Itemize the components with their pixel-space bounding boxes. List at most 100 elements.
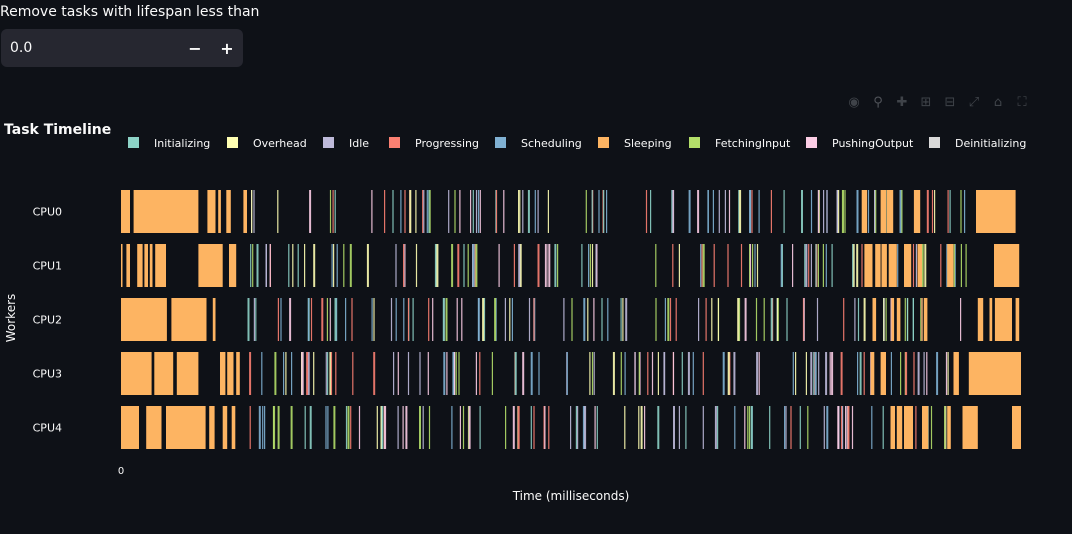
task-event-bar[interactable] bbox=[924, 244, 927, 287]
task-event-bar[interactable] bbox=[381, 406, 383, 449]
task-event-bar[interactable] bbox=[537, 244, 540, 287]
task-event-bar[interactable] bbox=[707, 190, 709, 233]
task-event-bar[interactable] bbox=[953, 244, 955, 287]
task-event-bar[interactable] bbox=[650, 190, 652, 233]
task-event-bar[interactable] bbox=[350, 406, 352, 449]
task-event-bar[interactable] bbox=[801, 190, 803, 233]
sleeping-bar[interactable] bbox=[953, 352, 959, 395]
task-event-bar[interactable] bbox=[256, 244, 259, 287]
task-event-bar[interactable] bbox=[871, 406, 873, 449]
task-event-bar[interactable] bbox=[763, 298, 765, 341]
sleeping-bar[interactable] bbox=[121, 352, 152, 395]
sleeping-bar[interactable] bbox=[121, 406, 139, 449]
task-event-bar[interactable] bbox=[915, 244, 917, 287]
task-event-bar[interactable] bbox=[936, 352, 939, 395]
task-event-bar[interactable] bbox=[663, 352, 665, 395]
task-event-bar[interactable] bbox=[390, 298, 393, 341]
task-event-bar[interactable] bbox=[544, 244, 547, 287]
task-event-bar[interactable] bbox=[458, 352, 460, 395]
task-event-bar[interactable] bbox=[405, 406, 408, 449]
task-event-bar[interactable] bbox=[724, 190, 726, 233]
task-event-bar[interactable] bbox=[664, 298, 666, 341]
task-event-bar[interactable] bbox=[901, 190, 903, 233]
task-event-bar[interactable] bbox=[587, 298, 589, 341]
task-event-bar[interactable] bbox=[518, 190, 520, 233]
task-event-bar[interactable] bbox=[309, 406, 312, 449]
task-event-bar[interactable] bbox=[803, 298, 805, 341]
task-event-bar[interactable] bbox=[744, 298, 747, 341]
task-event-bar[interactable] bbox=[253, 190, 255, 233]
task-event-bar[interactable] bbox=[804, 244, 806, 287]
task-event-bar[interactable] bbox=[681, 352, 683, 395]
sleeping-bar[interactable] bbox=[231, 406, 236, 449]
task-event-bar[interactable] bbox=[598, 190, 600, 233]
task-event-bar[interactable] bbox=[638, 352, 640, 395]
task-event-bar[interactable] bbox=[548, 406, 550, 449]
task-event-bar[interactable] bbox=[606, 190, 608, 233]
task-event-bar[interactable] bbox=[583, 298, 586, 341]
task-event-bar[interactable] bbox=[321, 298, 324, 341]
task-event-bar[interactable] bbox=[575, 406, 577, 449]
task-event-bar[interactable] bbox=[836, 190, 838, 233]
task-event-bar[interactable] bbox=[250, 244, 252, 287]
task-event-bar[interactable] bbox=[352, 352, 354, 395]
sleeping-bar[interactable] bbox=[968, 352, 1021, 395]
task-event-bar[interactable] bbox=[589, 352, 591, 395]
sleeping-bar[interactable] bbox=[149, 244, 153, 287]
task-event-bar[interactable] bbox=[816, 298, 819, 341]
task-event-bar[interactable] bbox=[700, 244, 702, 287]
task-event-bar[interactable] bbox=[900, 352, 902, 395]
task-event-bar[interactable] bbox=[304, 406, 306, 449]
task-event-bar[interactable] bbox=[644, 406, 646, 449]
task-event-bar[interactable] bbox=[945, 406, 947, 449]
task-event-bar[interactable] bbox=[815, 244, 817, 287]
task-event-bar[interactable] bbox=[904, 298, 906, 341]
task-event-bar[interactable] bbox=[960, 244, 962, 287]
task-event-bar[interactable] bbox=[482, 298, 485, 341]
task-event-bar[interactable] bbox=[459, 406, 461, 449]
task-event-bar[interactable] bbox=[428, 190, 430, 233]
task-event-bar[interactable] bbox=[702, 352, 704, 395]
task-event-bar[interactable] bbox=[384, 406, 387, 449]
task-event-bar[interactable] bbox=[965, 244, 967, 287]
zoom-in-icon[interactable]: ⊞ bbox=[920, 94, 932, 110]
task-event-bar[interactable] bbox=[491, 352, 493, 395]
task-event-bar[interactable] bbox=[717, 298, 719, 341]
task-event-bar[interactable] bbox=[475, 190, 478, 233]
task-event-bar[interactable] bbox=[845, 406, 847, 449]
sleeping-bar[interactable] bbox=[881, 244, 887, 287]
task-event-bar[interactable] bbox=[332, 190, 334, 233]
task-event-bar[interactable] bbox=[467, 406, 470, 449]
task-event-bar[interactable] bbox=[445, 298, 448, 341]
task-event-bar[interactable] bbox=[255, 298, 257, 341]
task-event-bar[interactable] bbox=[530, 406, 532, 449]
task-event-bar[interactable] bbox=[330, 352, 333, 395]
task-event-bar[interactable] bbox=[454, 352, 456, 395]
task-event-bar[interactable] bbox=[786, 298, 788, 341]
task-event-bar[interactable] bbox=[874, 190, 876, 233]
task-event-bar[interactable] bbox=[345, 406, 348, 449]
task-event-bar[interactable] bbox=[297, 244, 299, 287]
task-event-bar[interactable] bbox=[479, 352, 481, 395]
task-event-bar[interactable] bbox=[358, 406, 361, 449]
sleeping-bar[interactable] bbox=[137, 244, 143, 287]
task-event-bar[interactable] bbox=[857, 352, 859, 395]
sleeping-bar[interactable] bbox=[220, 352, 226, 395]
task-event-bar[interactable] bbox=[277, 298, 279, 341]
task-event-bar[interactable] bbox=[921, 298, 923, 341]
task-event-bar[interactable] bbox=[785, 406, 787, 449]
task-event-bar[interactable] bbox=[591, 244, 594, 287]
task-event-bar[interactable] bbox=[253, 298, 255, 341]
task-event-bar[interactable] bbox=[451, 244, 454, 287]
task-event-bar[interactable] bbox=[468, 406, 471, 449]
task-event-bar[interactable] bbox=[277, 406, 280, 449]
legend-item-progressing[interactable]: Progressing bbox=[389, 137, 479, 150]
task-event-bar[interactable] bbox=[712, 190, 714, 233]
sleeping-bar[interactable] bbox=[146, 406, 162, 449]
task-event-bar[interactable] bbox=[906, 298, 908, 341]
task-event-bar[interactable] bbox=[306, 352, 309, 395]
legend-item-sleeping[interactable]: Sleeping bbox=[598, 137, 672, 150]
task-event-bar[interactable] bbox=[436, 244, 439, 287]
task-event-bar[interactable] bbox=[262, 406, 264, 449]
task-event-bar[interactable] bbox=[752, 244, 754, 287]
